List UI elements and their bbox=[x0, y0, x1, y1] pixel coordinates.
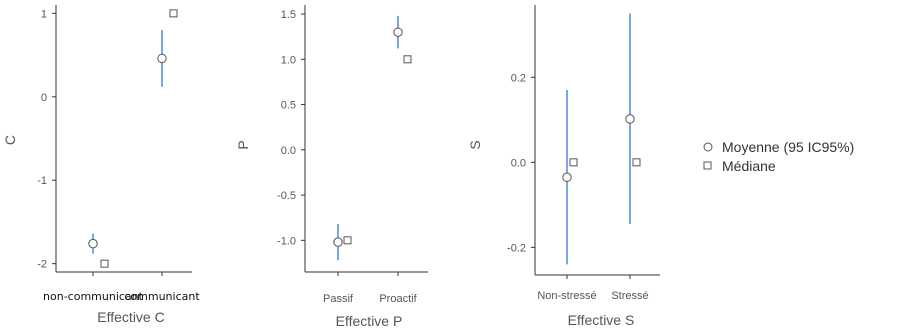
legend: Moyenne (95 IC95%) Médiane bbox=[703, 139, 854, 174]
y-tick-label: 1.5 bbox=[281, 9, 296, 21]
x-tick-label: Proactif bbox=[379, 293, 417, 305]
mean-point bbox=[333, 237, 343, 247]
y-tick-label: 0 bbox=[41, 92, 47, 104]
legend-mean-marker bbox=[703, 142, 713, 152]
mean-point bbox=[562, 172, 572, 182]
y-tick-label: 1.0 bbox=[281, 54, 296, 66]
y-tick-label: -1.0 bbox=[277, 235, 296, 247]
x-tick-label: Non-stressé bbox=[537, 290, 596, 302]
y-tick-label: 0.5 bbox=[281, 100, 296, 112]
y-axis-title: S bbox=[467, 140, 483, 149]
x-axis-title: Effective S bbox=[568, 312, 635, 328]
median-point bbox=[403, 55, 412, 64]
y-tick-label: -2 bbox=[37, 259, 47, 271]
chart-panel-s: 0.2 0.0 -0.2 S Non-stressé Stressé Effective S bbox=[467, 5, 660, 328]
y-tick-label: 0.2 bbox=[511, 72, 526, 84]
y-tick-label: -0.2 bbox=[507, 242, 526, 254]
y-tick-label: 1 bbox=[41, 8, 47, 20]
x-tick-label: communicant bbox=[124, 290, 200, 303]
y-tick-label: 0.0 bbox=[281, 145, 296, 157]
y-tick-label: -1 bbox=[37, 175, 47, 187]
mean-point bbox=[625, 114, 635, 124]
legend-mean-label: Moyenne (95 IC95%) bbox=[722, 139, 854, 155]
y-axis-title: P bbox=[235, 140, 251, 149]
mean-point bbox=[157, 53, 167, 64]
chart-panel-p: 1.5 1.0 0.5 0.0 -0.5 -1.0 P Passif Proactif Effec… bbox=[235, 5, 428, 329]
mean-point bbox=[88, 238, 98, 249]
median-point bbox=[569, 158, 578, 167]
y-tick-label: -0.5 bbox=[277, 190, 296, 202]
median-point bbox=[100, 259, 109, 268]
x-axis-title: Effective P bbox=[336, 313, 403, 329]
x-tick-label: Stressé bbox=[611, 290, 648, 302]
x-tick-label: non-communicant bbox=[43, 290, 144, 303]
y-axis-title: C bbox=[2, 135, 18, 145]
median-point bbox=[169, 9, 178, 18]
legend-median-label: Médiane bbox=[722, 158, 776, 174]
x-tick-label: Passif bbox=[323, 293, 354, 305]
legend-median-marker bbox=[703, 161, 712, 170]
mean-point bbox=[393, 27, 403, 37]
y-tick-label: 0.0 bbox=[511, 157, 526, 169]
median-point bbox=[343, 236, 352, 245]
x-axis-title: Effective C bbox=[97, 309, 164, 325]
median-point bbox=[632, 158, 641, 167]
